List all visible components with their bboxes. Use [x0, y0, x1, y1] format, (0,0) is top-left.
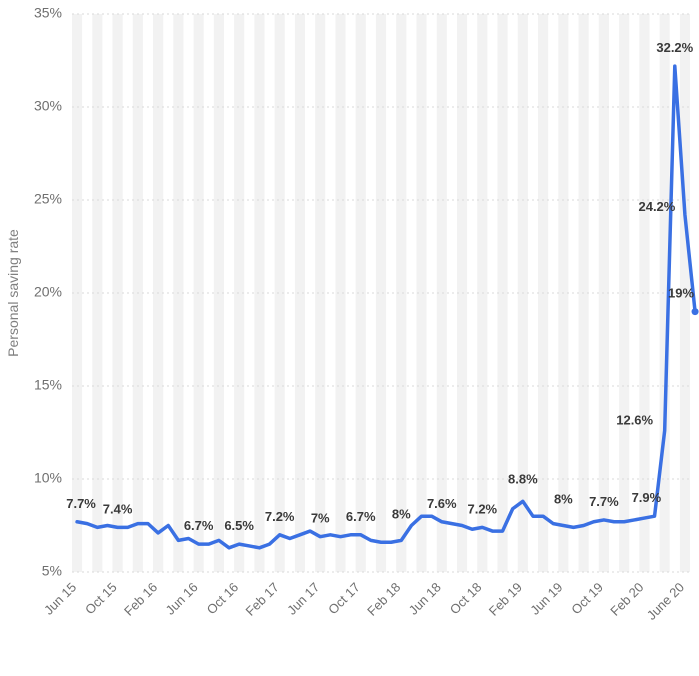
- data-label: 7.7%: [66, 496, 96, 511]
- data-label: 6.7%: [184, 518, 214, 533]
- x-tick-label: Oct 16: [204, 580, 242, 618]
- x-tick-label: Oct 18: [447, 580, 485, 618]
- x-tick-label: Feb 17: [243, 580, 282, 619]
- y-axis-title: Personal saving rate: [5, 229, 21, 357]
- data-label: 7.2%: [265, 509, 295, 524]
- y-tick-label: 30%: [34, 98, 62, 114]
- data-label: 6.5%: [224, 518, 254, 533]
- data-label: 32.2%: [656, 40, 693, 55]
- y-tick-label: 25%: [34, 191, 62, 207]
- x-tick-label: Jun 16: [163, 580, 201, 618]
- data-label: 7.4%: [103, 501, 133, 516]
- x-tick-label: Jun 18: [406, 580, 444, 618]
- x-tick-label: Feb 18: [364, 580, 403, 619]
- y-tick-label: 35%: [34, 5, 62, 21]
- x-tick-label: Jun 17: [284, 580, 322, 618]
- x-tick-label: Oct 19: [568, 580, 606, 618]
- y-tick-label: 10%: [34, 470, 62, 486]
- data-label: 7%: [311, 511, 330, 526]
- data-label: 6.7%: [346, 509, 376, 524]
- data-label: 12.6%: [616, 413, 653, 428]
- x-tick-label: Feb 16: [121, 580, 160, 619]
- x-tick-label: Jun 19: [527, 580, 565, 618]
- saving-rate-chart: 5%10%15%20%25%30%35%Jun 15Oct 15Feb 16Ju…: [0, 0, 699, 676]
- chart-svg: 5%10%15%20%25%30%35%Jun 15Oct 15Feb 16Ju…: [0, 0, 699, 676]
- x-tick-label: Oct 15: [82, 580, 120, 618]
- data-label: 7.6%: [427, 496, 457, 511]
- series-end-marker: [692, 308, 699, 315]
- x-tick-label: Oct 17: [325, 580, 363, 618]
- y-tick-label: 5%: [42, 563, 62, 579]
- data-label: 8%: [392, 506, 411, 521]
- y-tick-label: 20%: [34, 284, 62, 300]
- data-label: 24.2%: [638, 199, 675, 214]
- data-label: 7.9%: [632, 490, 662, 505]
- x-tick-label: Feb 20: [607, 580, 646, 619]
- data-label: 19%: [668, 286, 694, 301]
- data-label: 8.8%: [508, 471, 538, 486]
- x-tick-label: Jun 15: [41, 580, 79, 618]
- data-label: 8%: [554, 492, 573, 507]
- x-tick-label: June 20: [644, 580, 687, 623]
- data-label: 7.2%: [467, 501, 497, 516]
- data-label: 7.7%: [589, 494, 619, 509]
- y-tick-label: 15%: [34, 377, 62, 393]
- x-tick-label: Feb 19: [486, 580, 525, 619]
